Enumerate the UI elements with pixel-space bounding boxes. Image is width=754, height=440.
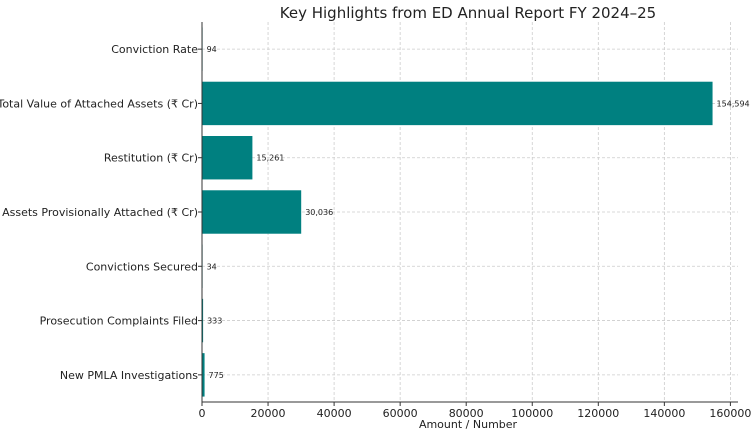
y-tick-label: Prosecution Complaints Filed	[40, 315, 198, 328]
y-tick-label: New PMLA Investigations	[60, 369, 198, 382]
y-tick-label: Conviction Rate	[111, 43, 198, 56]
bar	[202, 190, 302, 234]
x-tick-label: 60000	[383, 407, 418, 420]
data-label: 775	[209, 371, 224, 380]
x-tick-label: 40000	[317, 407, 352, 420]
bar	[202, 353, 205, 397]
bar	[202, 298, 204, 343]
y-tick-label: Convictions Secured	[86, 260, 198, 273]
x-tick-label: 120000	[577, 407, 619, 420]
data-label: 333	[207, 317, 222, 326]
bar	[202, 136, 253, 180]
data-label: 15,261	[256, 154, 284, 163]
bar	[202, 81, 713, 126]
x-tick-label: 80000	[449, 407, 484, 420]
y-tick-label: Restitution (₹ Cr)	[104, 152, 198, 165]
data-label: 30,036	[305, 208, 333, 217]
x-tick-label: 20000	[251, 407, 286, 420]
x-tick-label: 160000	[709, 407, 751, 420]
data-label: 154,594	[717, 99, 750, 108]
y-tick-label: Assets Provisionally Attached (₹ Cr)	[2, 206, 198, 219]
x-tick-label: 0	[199, 407, 206, 420]
x-tick-label: 100000	[511, 407, 553, 420]
x-tick-label: 140000	[643, 407, 685, 420]
x-axis-label: Amount / Number	[419, 418, 518, 431]
data-label: 34	[207, 262, 217, 271]
y-tick-label: Total Value of Attached Assets (₹ Cr)	[0, 97, 198, 110]
chart-title: Key Highlights from ED Annual Report FY …	[280, 4, 656, 22]
data-label: 94	[207, 45, 217, 54]
